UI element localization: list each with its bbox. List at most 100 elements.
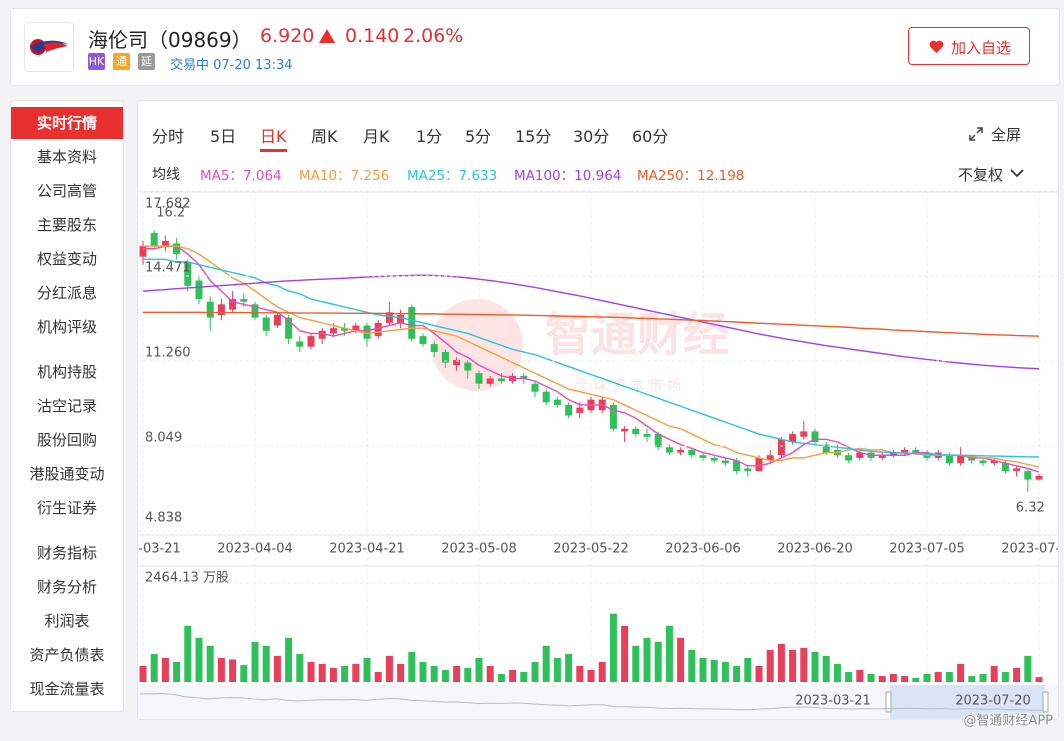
candle-body xyxy=(654,434,662,448)
volume-bar xyxy=(341,665,349,682)
navigator-end: 2023-07-20 xyxy=(955,694,1031,709)
sidebar-item[interactable]: 财务指标 xyxy=(36,544,97,562)
volume-bar xyxy=(1001,671,1009,682)
period-tab[interactable]: 5分 xyxy=(465,127,492,146)
price: 6.920 xyxy=(260,25,315,47)
sidebar-item[interactable]: 利润表 xyxy=(44,612,90,630)
volume-bar xyxy=(945,671,953,682)
sidebar-item[interactable]: 基本资料 xyxy=(36,148,97,166)
x-tick-label: 2023-03-21 xyxy=(105,542,181,557)
period-tab[interactable]: 60分 xyxy=(632,127,669,146)
sidebar-item[interactable]: 机构评级 xyxy=(36,318,97,336)
sidebar-item[interactable]: 公司高管 xyxy=(36,182,97,200)
candle-body xyxy=(139,246,147,257)
volume-bar xyxy=(273,655,281,682)
candle-body xyxy=(240,299,248,302)
period-tab[interactable]: 5日 xyxy=(210,127,237,146)
candle-body xyxy=(273,314,281,326)
candle-body xyxy=(744,468,752,472)
candle-body xyxy=(363,325,371,339)
volume-bar xyxy=(878,675,886,682)
candle-body xyxy=(912,449,920,453)
volume-bar xyxy=(307,661,315,682)
volume-bar xyxy=(1035,677,1043,682)
candle-body xyxy=(945,455,953,464)
ma-label: MA100：10.964 xyxy=(514,168,622,184)
navigator-window[interactable] xyxy=(890,685,1045,719)
candle-body xyxy=(643,434,651,437)
volume-bar xyxy=(139,665,147,682)
navigator-handle[interactable] xyxy=(885,691,892,713)
sidebar: 实时行情基本资料公司高管主要股东权益变动分红派息机构评级机构持股沽空记录股份回购… xyxy=(10,100,124,712)
candle-body xyxy=(531,383,539,392)
candle-body xyxy=(341,328,349,331)
period-tab[interactable]: 日K xyxy=(260,123,287,152)
volume-bar xyxy=(363,657,371,682)
candle-body xyxy=(184,261,192,286)
sidebar-item[interactable]: 现金流量表 xyxy=(29,680,105,698)
volume-bar xyxy=(150,653,158,682)
sidebar-item[interactable]: 实时行情 xyxy=(11,107,123,139)
sidebar-item[interactable]: 权益变动 xyxy=(36,250,97,268)
candle-body xyxy=(1024,471,1032,480)
candle-body xyxy=(710,457,718,461)
sidebar-item[interactable]: 资产负债表 xyxy=(29,646,105,664)
candle-body xyxy=(464,362,472,371)
sidebar-item[interactable]: 股份回购 xyxy=(36,431,97,449)
volume-bar xyxy=(251,641,259,682)
x-tick-label: 2023-06-06 xyxy=(665,542,741,557)
sidebar-item[interactable]: 衍生证券 xyxy=(36,499,97,517)
candle-body xyxy=(677,449,685,453)
volume-bar xyxy=(710,659,718,682)
sidebar-item[interactable]: 港股通变动 xyxy=(29,465,105,483)
volume-bar xyxy=(576,665,584,682)
sidebar-item[interactable]: 沽空记录 xyxy=(36,397,97,415)
volume-bar xyxy=(609,613,617,682)
volume-bar xyxy=(430,665,438,682)
navigator-handle[interactable] xyxy=(1042,691,1049,713)
volume-bar xyxy=(811,651,819,682)
candle-body xyxy=(430,344,438,352)
candle-body xyxy=(621,428,629,432)
period-tab[interactable]: 分时 xyxy=(152,127,185,146)
sidebar-item[interactable]: 财务分析 xyxy=(36,578,97,596)
sidebar-item[interactable]: 主要股东 xyxy=(36,216,97,234)
ma-label: MA5：7.064 xyxy=(200,168,282,184)
sidebar-item[interactable]: 分红派息 xyxy=(36,284,97,302)
volume-bar xyxy=(845,671,853,682)
candle-body xyxy=(565,404,573,416)
fullscreen[interactable]: 全屏 xyxy=(991,126,1022,144)
credit: @智通财经APP xyxy=(963,714,1053,729)
candle-body xyxy=(889,452,897,456)
candle-body xyxy=(856,452,864,458)
candle-body xyxy=(352,325,360,331)
x-tick-label: 2023-06-20 xyxy=(777,542,853,557)
candle-body xyxy=(206,301,214,318)
candle-body xyxy=(251,304,259,318)
period-tab[interactable]: 1分 xyxy=(416,127,443,146)
period-tab[interactable]: 月K xyxy=(363,127,390,146)
watch-button[interactable]: 加入自选 xyxy=(908,27,1030,65)
low-label: 6.32 xyxy=(1016,500,1045,515)
ma-line xyxy=(143,245,1040,468)
x-tick-label: 2023-07-20 xyxy=(1001,542,1064,557)
fullscreen-icon[interactable] xyxy=(968,126,984,142)
volume-bar xyxy=(453,665,461,682)
period-tab[interactable]: 30分 xyxy=(573,127,610,146)
volume-bar xyxy=(352,663,360,682)
period-tab[interactable]: 15分 xyxy=(515,127,552,146)
candle-body xyxy=(441,351,449,363)
y-tick-label: 11.260 xyxy=(145,346,191,361)
candle-body xyxy=(688,449,696,456)
adjust-select[interactable]: 不复权 xyxy=(958,166,1004,184)
sidebar-item[interactable]: 机构持股 xyxy=(36,363,97,381)
volume-bar xyxy=(598,661,606,682)
period-tab[interactable]: 周K xyxy=(311,127,338,146)
y-tick-label: 8.049 xyxy=(145,431,182,446)
candle-body xyxy=(486,378,494,384)
volume-bar xyxy=(901,675,909,682)
volume-bar xyxy=(161,657,169,682)
candle-body xyxy=(385,312,393,323)
